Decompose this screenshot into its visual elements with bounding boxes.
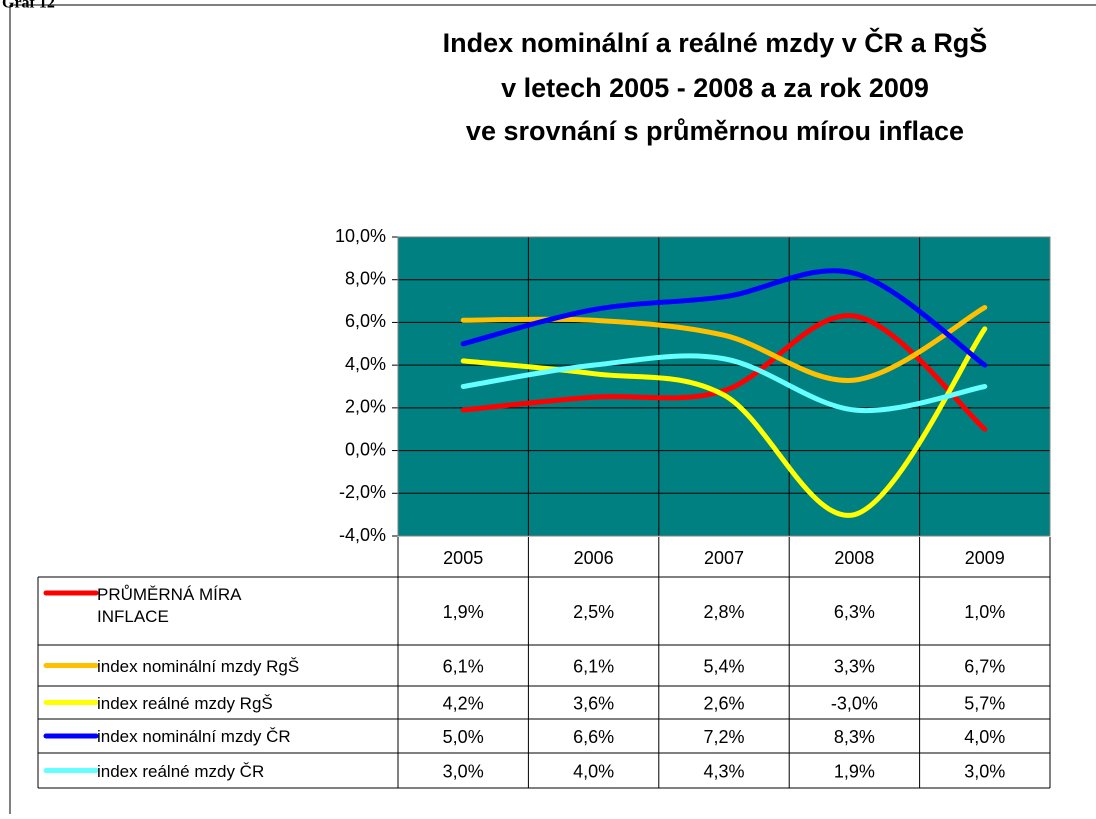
series-line [460,268,988,368]
x-tick-label: 2007 [704,548,744,568]
legend-label-box: index nominální mzdy RgŠ [97,656,300,676]
data-label: 4,0% [573,761,614,781]
data-label: 3,3% [834,656,875,676]
y-tick-label: 2,0% [345,397,386,417]
data-label: 1,0% [964,602,1005,622]
x-tick-label: 2008 [834,548,874,568]
data-label: 7,2% [703,727,744,747]
legend-label-box: index nominální mzdy ČR [97,727,291,746]
y-tick-label: -2,0% [339,482,386,502]
x-tick-label: 2009 [965,548,1005,568]
data-label: 3,0% [964,761,1005,781]
plot-border [397,236,1051,537]
data-label: 6,7% [964,656,1005,676]
data-label: 4,0% [964,727,1005,747]
legend-label: index reálné mzdy RgŠ [97,693,273,713]
data-label: 6,3% [834,602,875,622]
y-tick-label: -4,0% [339,525,386,545]
data-label: 2,5% [573,602,614,622]
series-line [460,313,988,432]
data-label: 3,6% [573,693,614,713]
y-tick-label: 6,0% [345,311,386,331]
data-label: 2,6% [703,693,744,713]
data-label: 8,3% [834,727,875,747]
data-label: 6,1% [573,656,614,676]
data-label: 1,9% [834,761,875,781]
data-label: 6,6% [573,727,614,747]
plot-area [398,237,1050,536]
y-tick-label: 4,0% [345,354,386,374]
legend-label: index nominální mzdy ČR [97,727,291,746]
figure-label: Graf 12 [2,0,55,12]
data-label: 1,9% [443,602,484,622]
data-label: 2,8% [703,602,744,622]
y-tick-label: 10,0% [335,226,386,246]
data-label: 5,7% [964,693,1005,713]
legend-label: index nominální mzdy RgŠ [97,656,300,676]
data-label: 3,0% [443,761,484,781]
y-tick-label: 8,0% [345,268,386,288]
chart-title: ve srovnání s průměrnou mírou inflace [466,116,964,146]
data-label: 4,2% [443,693,484,713]
data-label: 5,4% [703,656,744,676]
legend-label: PRŮMĚRNÁ MÍRA INFLACE [97,585,241,626]
chart-title: Index nominální a reálné mzdy v ČR a RgŠ [443,27,988,58]
y-tick-label: 0,0% [345,439,386,459]
chart-title: v letech 2005 - 2008 a za rok 2009 [501,73,929,103]
legend-label-box: index reálné mzdy RgŠ [97,693,273,713]
series-line [460,353,988,414]
data-label: 4,3% [703,761,744,781]
data-label: 5,0% [443,727,484,747]
x-tick-label: 2006 [574,548,614,568]
legend-label-box: PRŮMĚRNÁ MÍRA INFLACE [97,585,241,626]
data-label: 6,1% [443,656,484,676]
legend-label: index reálné mzdy ČR [97,761,265,781]
x-tick-label: 2005 [443,548,483,568]
data-label: -3,0% [831,693,878,713]
legend-label-box: index reálné mzdy ČR [97,761,265,781]
